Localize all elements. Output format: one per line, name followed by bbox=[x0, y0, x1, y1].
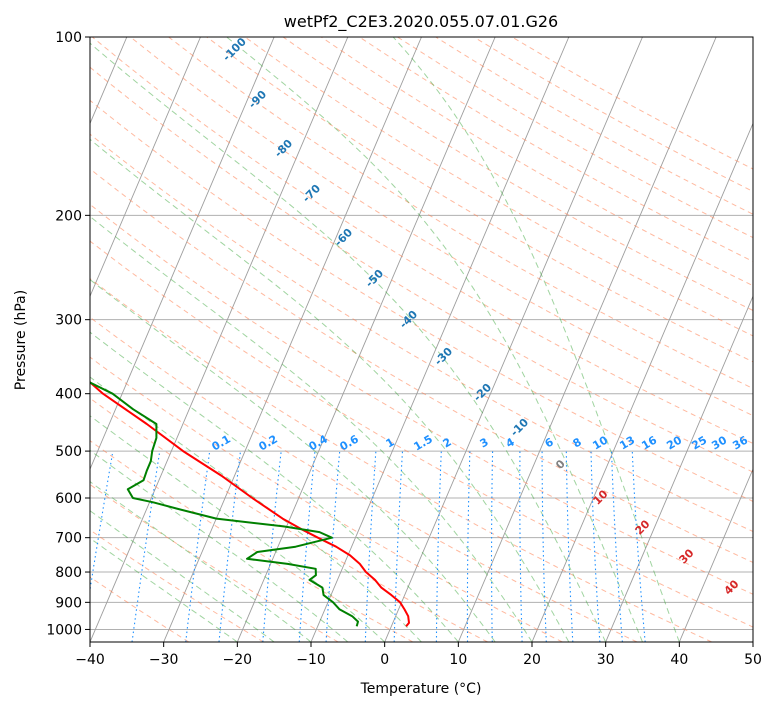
isotherm-line bbox=[90, 37, 201, 298]
mixing-ratio-line bbox=[131, 451, 161, 642]
plot-frame bbox=[89, 36, 754, 643]
x-tick-label: −40 bbox=[75, 652, 105, 668]
dry-adiabat bbox=[90, 440, 414, 642]
moist-adiabat bbox=[90, 449, 349, 642]
mixing-ratio-line bbox=[519, 451, 523, 642]
mixing-ratio-line bbox=[541, 451, 547, 642]
x-tick-label: 40 bbox=[670, 652, 688, 668]
mixing-ratio-line bbox=[393, 451, 404, 642]
mixing-ratio-line bbox=[435, 451, 442, 642]
dry-adiabat bbox=[130, 37, 753, 417]
y-tick-label: 100 bbox=[55, 30, 82, 46]
mixing-ratio-line bbox=[325, 451, 341, 642]
mixing-ratio-line bbox=[490, 451, 494, 642]
x-tick-label: −30 bbox=[149, 652, 179, 668]
mixing-ratio-line bbox=[90, 451, 114, 594]
x-tick-label: 20 bbox=[523, 652, 541, 668]
mixing-ratio-line bbox=[466, 451, 471, 642]
dry-adiabat bbox=[282, 37, 753, 312]
dry-adiabat bbox=[90, 483, 339, 642]
moist-adiabat bbox=[90, 215, 533, 642]
mixing-ratio-line bbox=[298, 451, 316, 642]
chart-title: wetPf2_C2E3.2020.055.07.01.G26 bbox=[284, 12, 558, 32]
dry-adiabat bbox=[90, 397, 488, 642]
y-axis-label: Pressure (hPa) bbox=[13, 290, 29, 390]
y-tick-label: 700 bbox=[55, 531, 82, 547]
isotherm-line bbox=[605, 295, 753, 642]
isotherm-line bbox=[163, 37, 422, 642]
y-tick-label: 200 bbox=[55, 208, 82, 224]
dry-adiabat bbox=[90, 133, 753, 533]
moist-adiabat bbox=[90, 279, 496, 642]
y-axis: 100 200 300 400 500 600 700 800 900 1000 bbox=[46, 30, 90, 638]
moist-adiabat-layer bbox=[90, 37, 680, 642]
moist-adiabat bbox=[90, 376, 422, 642]
x-axis-label: Temperature (°C) bbox=[360, 681, 482, 697]
moist-adiabat bbox=[90, 331, 459, 642]
mixing-ratio-line bbox=[590, 451, 601, 642]
mixing-ratio-line bbox=[185, 451, 211, 642]
mixing-ratio-line bbox=[631, 451, 646, 642]
dry-adiabat bbox=[90, 168, 753, 563]
moist-adiabat bbox=[392, 37, 680, 642]
mixing-ratio-line bbox=[364, 451, 377, 642]
series-layer bbox=[90, 380, 410, 627]
y-tick-label: 300 bbox=[55, 313, 82, 329]
x-tick-label: 30 bbox=[597, 652, 615, 668]
dry-adiabat bbox=[90, 240, 753, 628]
moist-adiabat bbox=[226, 37, 643, 642]
mixing-ratio-line bbox=[610, 451, 623, 642]
isotherm-line bbox=[90, 37, 275, 471]
isotherm-line bbox=[384, 37, 643, 642]
y-tick-label: 600 bbox=[55, 491, 82, 507]
grid-layer bbox=[90, 37, 753, 630]
x-tick-label: −10 bbox=[296, 652, 326, 668]
dry-adiabat bbox=[90, 203, 753, 595]
isotherm-line bbox=[678, 467, 753, 642]
x-tick-label: 10 bbox=[449, 652, 467, 668]
dewpoint-profile-line bbox=[90, 381, 359, 627]
dry-adiabat-layer bbox=[90, 37, 753, 642]
x-tick-label: 50 bbox=[744, 652, 762, 668]
mixing-ratio-line bbox=[565, 451, 574, 642]
moist-adiabat bbox=[90, 415, 386, 642]
dry-adiabat bbox=[206, 37, 753, 363]
isotherm-line bbox=[90, 37, 349, 642]
y-tick-label: 1000 bbox=[46, 622, 82, 638]
y-tick-label: 900 bbox=[55, 595, 82, 611]
x-tick-label: −20 bbox=[223, 652, 253, 668]
temperature-profile-line bbox=[90, 380, 410, 627]
moist-adiabat bbox=[90, 481, 312, 642]
x-axis: −40 −30 −20 −10 0 10 20 30 40 50 bbox=[75, 642, 762, 668]
isotherm-line bbox=[236, 37, 496, 642]
dry-adiabat bbox=[90, 66, 753, 473]
isotherm-line bbox=[531, 122, 753, 642]
x-tick-label: 0 bbox=[380, 652, 389, 668]
mixing-ratio-line bbox=[218, 451, 242, 642]
y-tick-label: 400 bbox=[55, 387, 82, 403]
y-tick-label: 500 bbox=[55, 444, 82, 460]
mixing-ratio-layer bbox=[90, 451, 646, 642]
mixing-ratio-line bbox=[262, 451, 282, 642]
moist-adiabat bbox=[90, 138, 570, 642]
y-tick-label: 800 bbox=[55, 565, 82, 581]
moist-adiabat bbox=[90, 42, 607, 642]
isotherm-line bbox=[457, 37, 717, 642]
dry-adiabat bbox=[90, 356, 563, 642]
